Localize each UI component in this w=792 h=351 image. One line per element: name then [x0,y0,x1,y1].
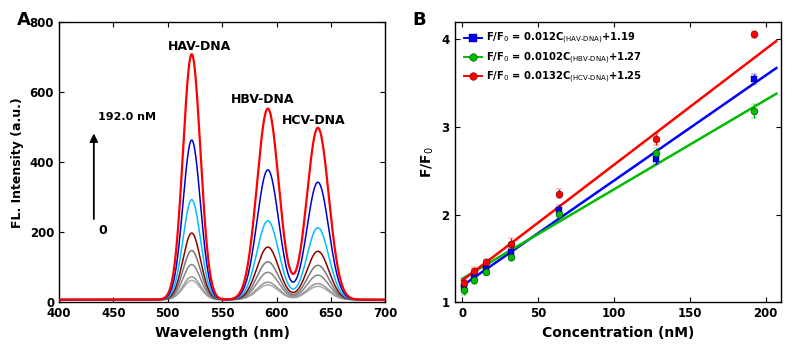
Text: 192.0 nM: 192.0 nM [98,112,156,122]
Text: A: A [17,11,30,29]
Text: HBV-DNA: HBV-DNA [231,93,295,106]
Text: 0: 0 [98,224,107,237]
Text: HAV-DNA: HAV-DNA [168,40,231,53]
Y-axis label: FL. Intensity (a.u.): FL. Intensity (a.u.) [11,97,24,227]
X-axis label: Wavelength (nm): Wavelength (nm) [154,326,290,340]
Y-axis label: F/F$_0$: F/F$_0$ [420,146,436,178]
Legend: F/F$_0$ = 0.012C$_{\rm (HAV\text{-}DNA)}$+1.19, F/F$_0$ = 0.0102C$_{\rm (HBV\tex: F/F$_0$ = 0.012C$_{\rm (HAV\text{-}DNA)}… [459,27,645,89]
X-axis label: Concentration (nM): Concentration (nM) [542,326,694,340]
Text: B: B [412,11,426,29]
Text: HCV-DNA: HCV-DNA [282,114,345,127]
